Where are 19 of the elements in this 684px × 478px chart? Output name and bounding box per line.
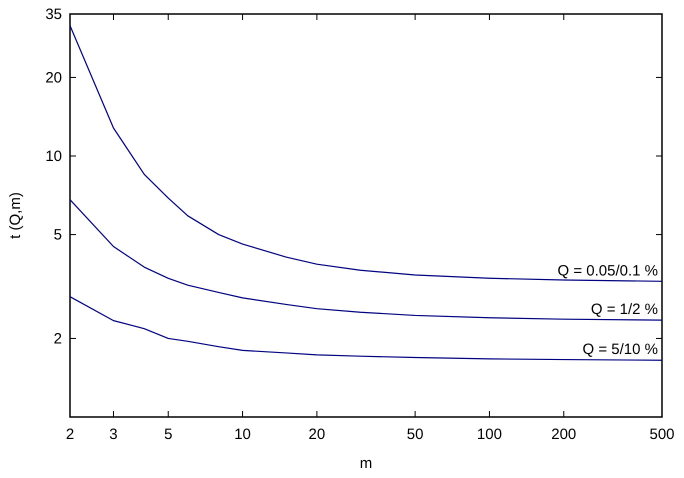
y-tick-label: 20: [45, 69, 62, 86]
x-tick-label: 5: [164, 426, 172, 443]
x-tick-label: 10: [234, 426, 251, 443]
x-tick-label: 100: [476, 426, 502, 443]
x-tick-label: 500: [649, 426, 675, 443]
x-tick-label: 50: [406, 426, 424, 443]
y-tick-label: 35: [45, 6, 62, 23]
x-tick-label: 2: [66, 426, 74, 443]
y-tick-label: 2: [54, 330, 62, 348]
x-tick-label: 20: [308, 426, 326, 443]
series-label: Q = 0.05/0.1 %: [558, 262, 658, 280]
x-tick-label: 3: [109, 426, 118, 443]
series-label: Q = 5/10 %: [582, 341, 658, 358]
x-axis-title: m: [360, 455, 372, 472]
y-axis-title: t (Q,m): [7, 192, 24, 239]
series-label: Q = 1/2 %: [590, 301, 658, 318]
y-tick-label: 5: [54, 226, 62, 244]
y-tick-label: 10: [45, 148, 62, 165]
x-tick-label: 200: [551, 426, 576, 443]
